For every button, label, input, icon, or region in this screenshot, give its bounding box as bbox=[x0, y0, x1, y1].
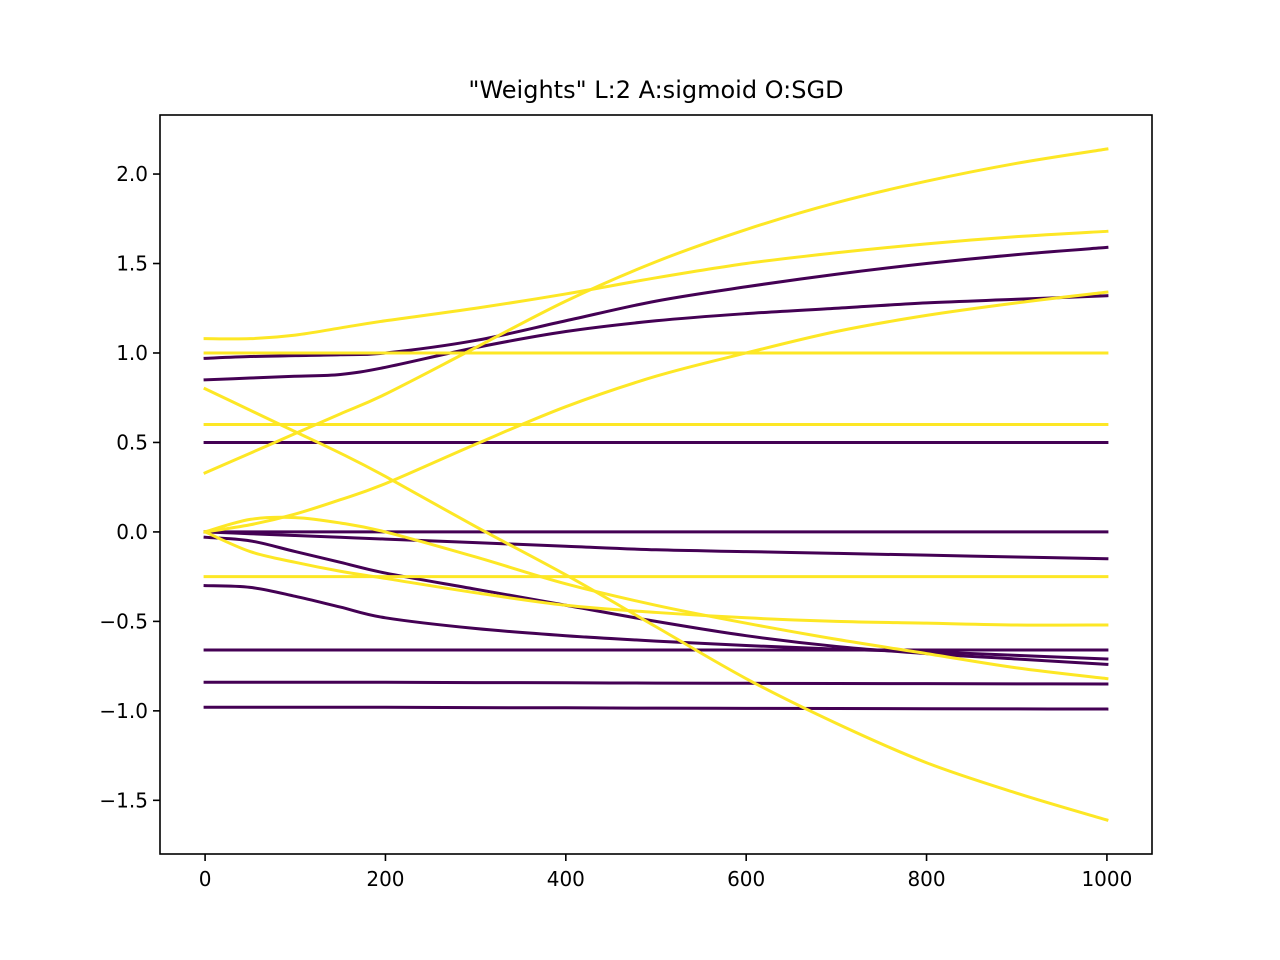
y-tick-label: 0.5 bbox=[116, 430, 148, 454]
y-tick-label: −1.5 bbox=[99, 788, 148, 812]
series-line-13 bbox=[203, 290, 1109, 534]
x-tick-label: 1000 bbox=[1081, 867, 1132, 891]
x-tick-label: 0 bbox=[199, 867, 212, 891]
series-layer bbox=[203, 147, 1109, 822]
x-tick-label: 400 bbox=[547, 867, 585, 891]
x-tick-label: 800 bbox=[907, 867, 945, 891]
series-line-1 bbox=[203, 245, 1109, 360]
ticks-layer: 0 200 400 600 800 1000 −1.5 −1.0 −0.5 0.0 0.5 1.0 1.… bbox=[99, 162, 1132, 891]
series-line-7 bbox=[203, 584, 1109, 661]
y-tick-label: −1.0 bbox=[99, 699, 148, 723]
series-line-5 bbox=[203, 530, 1109, 561]
series-line-12 bbox=[203, 147, 1109, 475]
y-tick-label: 0.0 bbox=[116, 520, 148, 544]
y-tick-label: −0.5 bbox=[99, 609, 148, 633]
plot-frame bbox=[159, 114, 1153, 855]
series-line-18 bbox=[203, 529, 1109, 627]
y-tick-label: 1.5 bbox=[116, 252, 148, 276]
y-tick-label: 2.0 bbox=[116, 162, 148, 186]
series-line-9 bbox=[203, 680, 1109, 686]
series-line-10 bbox=[203, 705, 1109, 711]
y-tick-label: 1.0 bbox=[116, 341, 148, 365]
chart-title: "Weights" L:2 A:sigmoid O:SGD bbox=[468, 76, 843, 104]
x-tick-label: 600 bbox=[727, 867, 765, 891]
series-line-2 bbox=[203, 294, 1109, 382]
series-line-17 bbox=[203, 515, 1109, 681]
x-tick-label: 200 bbox=[366, 867, 404, 891]
